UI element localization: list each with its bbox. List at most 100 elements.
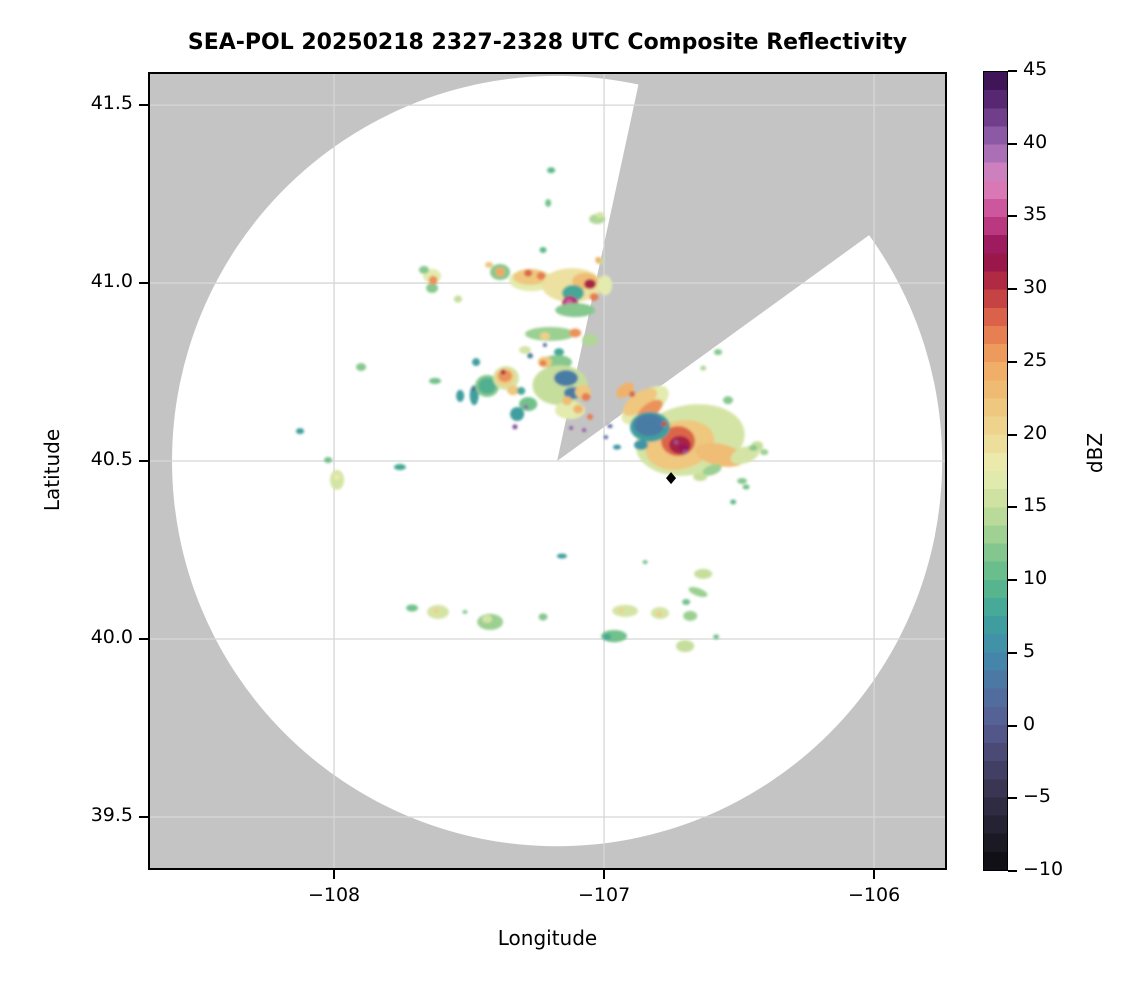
reflectivity-cell — [612, 444, 622, 450]
y-tick-label: 40.0 — [90, 626, 133, 648]
reflectivity-cell — [539, 360, 547, 367]
y-tick-label: 39.5 — [90, 803, 133, 826]
reflectivity-cell — [700, 365, 707, 371]
colorbar-tick — [1008, 579, 1017, 582]
reflectivity-cell — [582, 428, 587, 433]
radar-plot-area — [148, 0, 1106, 870]
reflectivity-cell — [589, 293, 599, 301]
reflectivity-cell — [737, 477, 748, 484]
reflectivity-cell — [618, 608, 624, 613]
colorbar-tick — [1008, 651, 1017, 654]
colorbar-tick — [1008, 506, 1017, 509]
reflectivity-cell — [555, 303, 596, 318]
reflectivity-cell — [547, 167, 556, 174]
reflectivity-cell — [524, 269, 533, 277]
y-axis-label: Latitude — [40, 428, 64, 512]
colorbar-tick-label: 35 — [1023, 203, 1048, 226]
y-tick-label: 41.5 — [90, 92, 133, 115]
x-tick-label: −106 — [847, 884, 901, 906]
colorbar — [983, 71, 1008, 871]
colorbar-tick — [1008, 724, 1017, 727]
colorbar-tick — [1008, 797, 1017, 800]
x-tick — [873, 870, 876, 879]
reflectivity-cell — [713, 634, 720, 640]
chart-title: SEA-POL 20250218 2327-2328 UTC Composite… — [187, 30, 908, 55]
reflectivity-cell — [418, 265, 429, 274]
reflectivity-cell — [553, 348, 564, 357]
colorbar-tick-label: 20 — [1023, 421, 1048, 444]
reflectivity-cell — [634, 440, 649, 450]
reflectivity-cell — [603, 435, 608, 440]
reflectivity-cell — [433, 608, 440, 614]
reflectivity-cell — [393, 464, 406, 471]
reflectivity-cell — [536, 272, 546, 280]
reflectivity-cell — [528, 353, 533, 357]
colorbar-tick-label: −10 — [1023, 858, 1064, 880]
reflectivity-cell — [702, 464, 722, 476]
reflectivity-cell — [456, 389, 465, 402]
reflectivity-cell — [629, 391, 636, 398]
reflectivity-cell — [524, 404, 529, 409]
reflectivity-cell — [634, 414, 665, 437]
reflectivity-cell — [495, 267, 506, 277]
colorbar-label: dBZ — [1083, 432, 1107, 474]
reflectivity-cell — [595, 256, 602, 263]
colorbar-tick — [1008, 288, 1017, 291]
reflectivity-cell — [453, 295, 463, 303]
reflectivity-cell — [582, 333, 598, 347]
reflectivity-cell — [683, 610, 698, 621]
reflectivity-cell — [525, 327, 576, 341]
reflectivity-cell — [730, 499, 737, 505]
x-tick — [333, 870, 336, 879]
colorbar-tick-label: −5 — [1023, 785, 1052, 808]
reflectivity-cell — [612, 604, 639, 617]
colorbar-tick — [1008, 142, 1017, 145]
colorbar-tick-label: 30 — [1023, 276, 1048, 299]
reflectivity-cell — [512, 424, 518, 430]
x-tick-label: −108 — [307, 884, 361, 906]
colorbar-tick-label: 25 — [1023, 348, 1048, 371]
reflectivity-cell — [406, 604, 419, 612]
reflectivity-cell — [462, 609, 468, 614]
x-tick-label: −107 — [577, 884, 631, 906]
reflectivity-cell — [484, 261, 494, 268]
reflectivity-cell — [678, 443, 689, 452]
reflectivity-cell — [607, 424, 613, 429]
y-tick-label: 41.0 — [90, 270, 133, 293]
reflectivity-cell — [760, 449, 769, 456]
reflectivity-cell — [595, 212, 605, 219]
reflectivity-cell — [478, 377, 497, 394]
reflectivity-cell — [553, 370, 579, 387]
reflectivity-cell — [723, 396, 734, 405]
colorbar-tick — [1008, 215, 1017, 218]
reflectivity-cell — [683, 450, 688, 455]
reflectivity-cell — [542, 343, 547, 347]
radar-svg — [148, 0, 1106, 870]
x-axis-label: Longitude — [497, 926, 598, 950]
colorbar-tick-label: 40 — [1023, 130, 1048, 153]
reflectivity-cell — [356, 363, 367, 371]
reflectivity-cell — [694, 568, 713, 579]
y-tick — [139, 638, 148, 640]
reflectivity-cell — [562, 396, 573, 406]
reflectivity-cell — [749, 444, 758, 451]
colorbar-tick — [1008, 870, 1017, 872]
reflectivity-cell — [545, 199, 552, 207]
reflectivity-cell — [713, 349, 723, 356]
site-marker-diamond — [666, 472, 677, 485]
reflectivity-cell — [656, 612, 662, 617]
reflectivity-cell — [482, 615, 493, 623]
reflectivity-cell — [472, 358, 481, 366]
reflectivity-cell — [661, 421, 667, 427]
reflectivity-cell — [500, 369, 506, 375]
reflectivity-cell — [742, 484, 750, 490]
reflectivity-cell — [519, 397, 538, 412]
reflectivity-cell — [674, 440, 679, 445]
y-tick — [139, 104, 148, 107]
reflectivity-cells — [295, 167, 769, 653]
reflectivity-cell — [682, 598, 691, 606]
reflectivity-cell — [556, 553, 567, 559]
reflectivity-cell — [622, 388, 658, 416]
reflectivity-cell — [295, 428, 305, 435]
reflectivity-cell — [539, 332, 550, 341]
